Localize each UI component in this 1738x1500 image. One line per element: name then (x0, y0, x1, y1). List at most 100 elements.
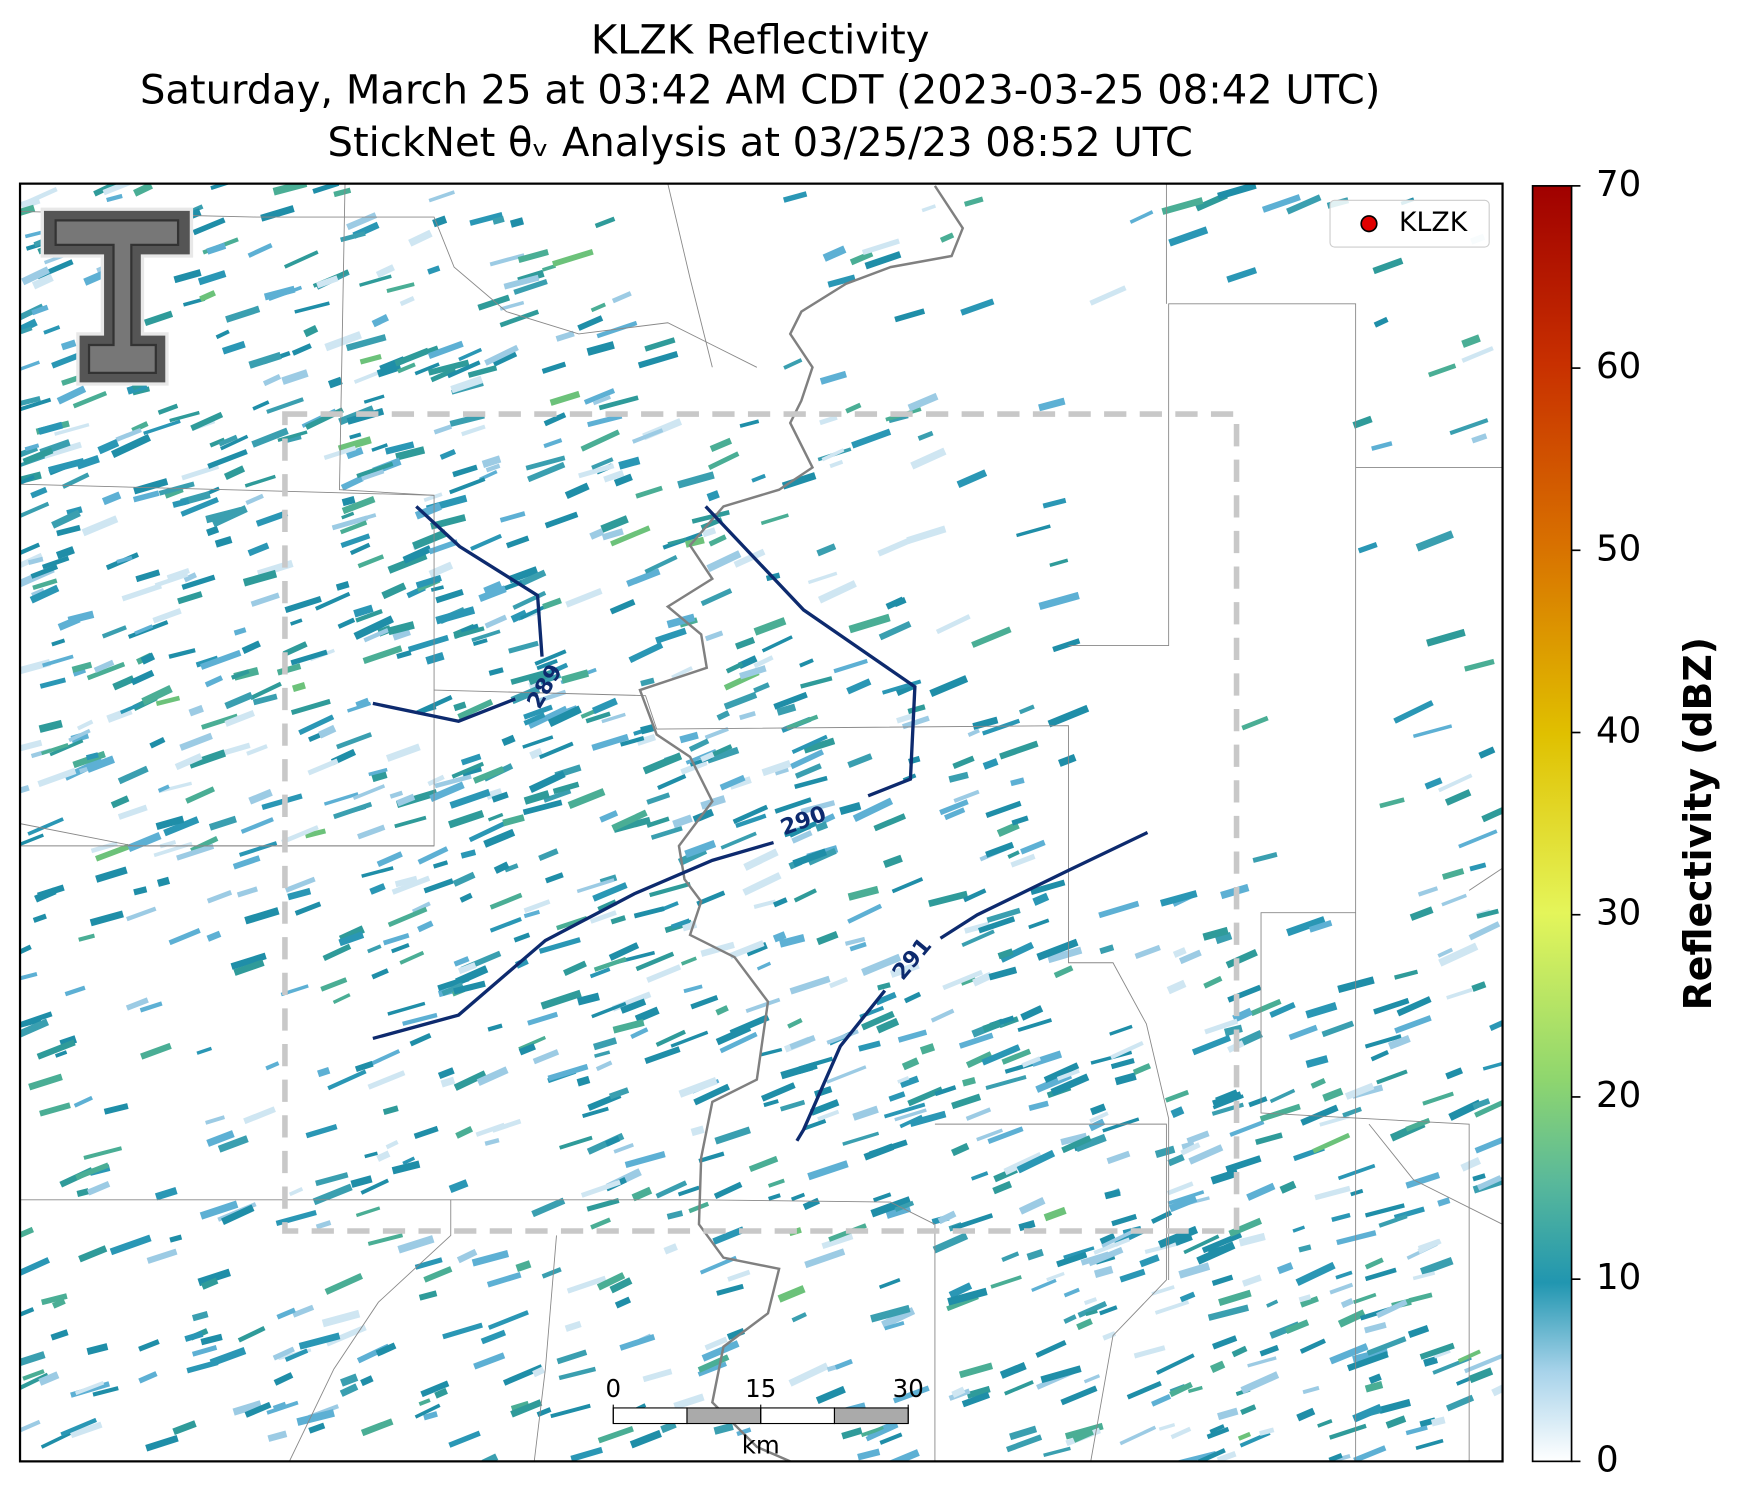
radar-echo (484, 1137, 500, 1146)
radar-echo (761, 635, 793, 653)
radar-echo (327, 376, 343, 389)
radar-echo (381, 582, 407, 600)
radar-echo (272, 183, 308, 196)
radar-echo (340, 475, 364, 491)
radar-echo (907, 1086, 944, 1107)
radar-echo (460, 753, 482, 766)
radar-echo (163, 816, 200, 837)
radar-echo (1075, 1133, 1107, 1153)
radar-echo (715, 1005, 729, 1016)
radar-echo (1364, 1381, 1384, 1393)
radar-echo (952, 755, 975, 769)
radar-echo (897, 1029, 928, 1043)
radar-echo (1364, 1267, 1397, 1282)
radar-echo (1179, 1291, 1196, 1303)
radar-echo (1110, 1057, 1135, 1070)
radar-echo (174, 753, 203, 771)
radar-echo (834, 1358, 853, 1370)
colorbar-label: Reflectivity (dBZ) (1676, 637, 1720, 1010)
radar-echo (985, 841, 1015, 858)
radar-echo (56, 385, 87, 405)
radar-echo (875, 991, 897, 1006)
radar-echo (138, 1339, 160, 1352)
scale-bar: 0 15 30 km (605, 1374, 923, 1460)
radar-echo (169, 410, 200, 423)
radar-echo (86, 1181, 111, 1196)
radar-echo (414, 362, 440, 376)
radar-echo (355, 609, 383, 623)
radar-echo (538, 741, 574, 760)
radar-echo (360, 1418, 394, 1437)
radar-echo (43, 441, 82, 459)
radar-echo (827, 274, 856, 288)
radar-echo (1288, 1024, 1318, 1041)
radar-echo (106, 193, 123, 203)
radar-echo (1218, 1289, 1252, 1307)
radar-echo (1394, 969, 1419, 980)
radar-echo (576, 878, 615, 894)
radar-echo (1476, 908, 1499, 919)
radar-echo (340, 231, 366, 243)
radar-echo (996, 821, 1020, 838)
radar-echo (849, 941, 867, 952)
radar-echo (125, 997, 149, 1011)
radar-echo (1231, 1345, 1248, 1358)
radar-echo (727, 1269, 751, 1282)
radar-echo (133, 478, 169, 495)
radar-echo (350, 1175, 373, 1188)
contour-line (704, 505, 917, 798)
radar-echo (793, 888, 817, 903)
radar-echo (1407, 1325, 1430, 1338)
radar-echo (1210, 1168, 1239, 1185)
radar-echo (1004, 1380, 1034, 1396)
radar-echo (453, 626, 485, 639)
radar-echo (191, 1345, 218, 1357)
radar-echo (208, 815, 237, 831)
radar-echo (1016, 1149, 1056, 1174)
radar-echo (1340, 1298, 1354, 1308)
radar-echo (1352, 415, 1373, 429)
radar-echo (1155, 1353, 1195, 1375)
radar-echo (143, 419, 181, 435)
radar-echo (788, 820, 818, 838)
radar-echo (64, 985, 86, 997)
radar-echo (427, 340, 464, 359)
radar-echo (531, 1197, 566, 1218)
radar-echo (953, 789, 980, 803)
radar-echo (1102, 1331, 1117, 1341)
radar-echo (484, 614, 508, 629)
radar-echo (1178, 949, 1202, 965)
radar-echo (371, 770, 388, 783)
radar-echo (1166, 979, 1187, 995)
radar-echo (1364, 1257, 1384, 1270)
radar-echo (542, 597, 562, 610)
radar-echo (214, 535, 233, 548)
radar-echo (483, 581, 503, 595)
radar-echo (1255, 1132, 1283, 1146)
radar-echo (1385, 1415, 1407, 1429)
radar-echo (543, 438, 563, 449)
radar-echo (903, 991, 922, 1004)
radar-echo (1226, 267, 1258, 283)
radar-echo (608, 942, 640, 961)
radar-echo (1151, 1285, 1175, 1296)
radar-echo (549, 390, 581, 406)
radar-echo (117, 804, 148, 820)
radar-echo (605, 1135, 621, 1147)
radar-echo (97, 439, 120, 455)
radar-echo (819, 370, 847, 385)
radar-echo (790, 1192, 806, 1202)
radar-echo (318, 724, 337, 739)
radar-echo (265, 1061, 280, 1071)
radar-echo (988, 966, 1018, 981)
radar-echo (290, 649, 328, 666)
radar-echo (768, 1193, 781, 1201)
radar-echo (861, 238, 900, 256)
radar-echo (448, 1430, 481, 1448)
radar-echo (20, 1372, 49, 1392)
radar-echo (528, 770, 566, 793)
radar-echo (321, 1309, 361, 1328)
radar-echo (57, 615, 81, 631)
radar-echo (889, 961, 920, 978)
radar-echo (452, 871, 476, 887)
